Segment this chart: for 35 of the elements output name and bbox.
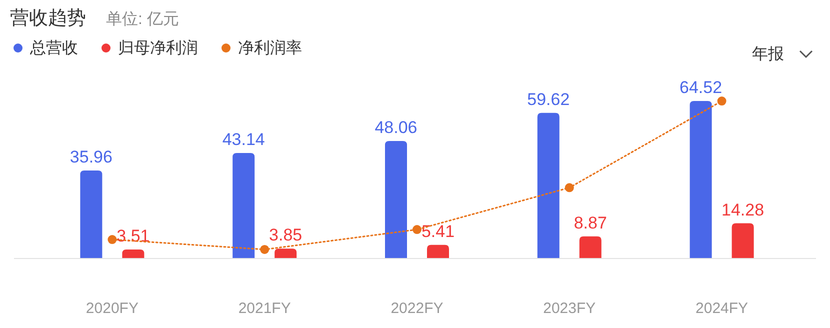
x-tick-label: 2021FY [238,300,291,317]
data-label: 59.62 [527,90,570,109]
legend-label: 归母净利润 [118,39,198,57]
point [260,244,270,254]
bar [80,170,102,258]
bar [579,236,602,258]
text: 年报 [752,46,784,63]
chart-title: 营收趋势 [10,8,86,29]
x-tick-label: 2023FY [543,300,596,317]
point [412,225,422,234]
data-label: 5.41 [421,222,455,241]
bar [690,101,712,258]
bar [732,223,754,258]
bar [274,248,297,258]
data-label: 3.85 [269,226,302,245]
bar [385,141,407,258]
chart-subtitle: 单位: 亿元 [106,10,179,28]
bar [122,249,144,258]
bar [427,244,449,258]
data-label: 64.52 [680,78,722,97]
data-label: 48.06 [374,118,418,138]
data-label: 14.28 [722,200,764,220]
legend-label: 净利润率 [238,39,302,57]
point [108,235,117,244]
x-tick-label: 2020FY [86,300,138,317]
bar [537,112,560,258]
x-tick-label: 2024FY [696,300,748,317]
data-label: 8.87 [574,213,607,232]
x-tick-label: 2022FY [390,300,444,317]
point [717,96,726,106]
point [564,183,574,192]
bar [232,153,255,258]
data-label: 35.96 [70,147,112,166]
data-label: 43.14 [222,130,265,150]
legend-label: 总营收 [29,39,78,57]
